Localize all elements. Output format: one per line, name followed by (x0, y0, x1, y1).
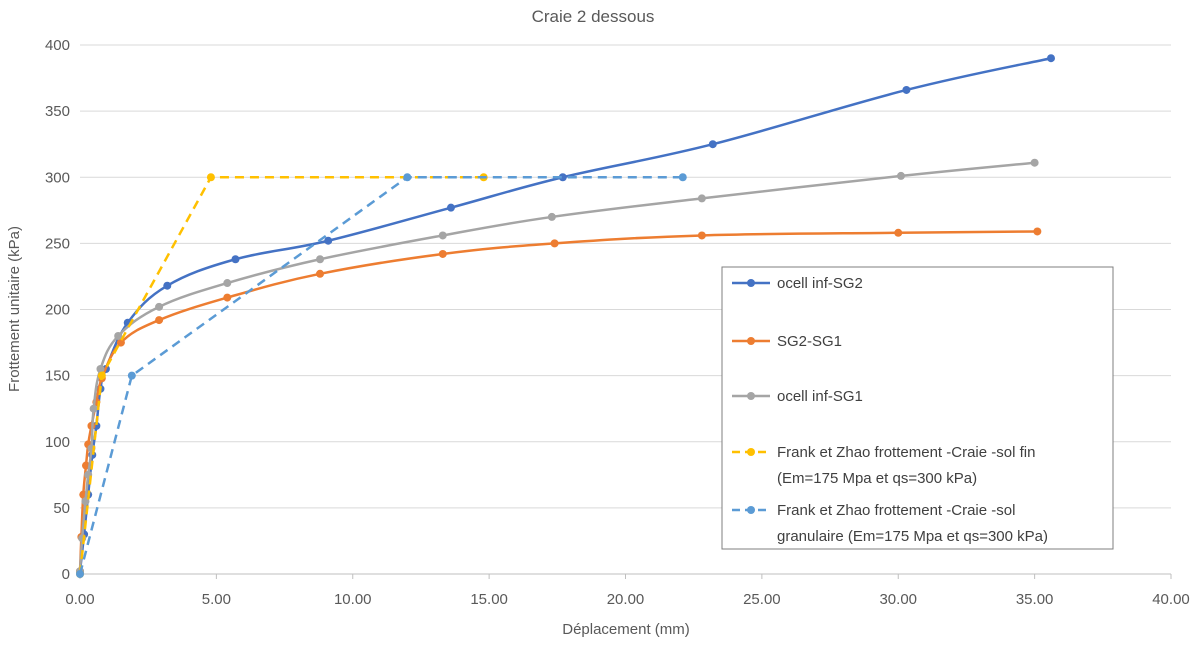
data-point (89, 404, 98, 413)
x-tick-label: 20.00 (607, 591, 645, 608)
data-point (446, 203, 455, 212)
x-tick-label: 30.00 (879, 591, 917, 608)
data-point (708, 140, 717, 149)
data-point (438, 249, 447, 258)
series-line (78, 176, 683, 575)
legend-label: ocell inf-SG1 (777, 388, 863, 405)
data-point (114, 331, 123, 340)
series-line (78, 176, 484, 575)
y-tick-label: 200 (45, 302, 70, 319)
legend-entry: Frank et Zhao frottement -Craie -sol gran… (732, 502, 1048, 545)
legend: ocell inf-SG2 SG2-SG1 ocell inf-SG1 Frank e… (721, 266, 1114, 550)
y-axis-title: Frottement unitaire (kPa) (6, 226, 23, 392)
x-tick-label: 0.00 (65, 591, 94, 608)
data-point (902, 85, 911, 94)
data-point (697, 194, 706, 203)
series-3 (76, 158, 1039, 576)
y-tick-label: 100 (45, 434, 70, 451)
chart-title: Craie 2 dessous (532, 7, 655, 26)
data-point (678, 173, 687, 182)
data-point (206, 173, 215, 182)
legend-entry: ocell inf-SG2 (732, 275, 863, 292)
x-tick-label: 35.00 (1016, 591, 1054, 608)
legend-label: (Em=175 Mpa et qs=300 kPa) (777, 470, 977, 487)
data-point (223, 293, 232, 302)
x-tick-label: 15.00 (470, 591, 508, 608)
legend-box (721, 266, 1114, 550)
x-axis-title: Déplacement (mm) (562, 621, 690, 638)
data-point (163, 281, 172, 290)
y-tick-label: 300 (45, 169, 70, 186)
legend-label: Frank et Zhao frottement -Craie -sol fin (777, 444, 1035, 461)
series-5 (76, 173, 687, 578)
legend-swatch-marker (747, 392, 755, 400)
x-tick-label: 25.00 (743, 591, 781, 608)
data-point (550, 239, 559, 248)
legend-swatch-marker (747, 506, 755, 514)
data-point (127, 371, 136, 380)
data-point (894, 228, 903, 237)
axes: 0 50 100 150 200 250 300 350 400 0.00 5.00 10.00 15.… (45, 37, 1190, 608)
x-tick-label: 40.00 (1152, 591, 1190, 608)
y-tick-label: 150 (45, 368, 70, 385)
legend-label: Frank et Zhao frottement -Craie -sol (777, 502, 1015, 519)
y-tick-label: 400 (45, 37, 70, 54)
x-tick-label: 5.00 (202, 591, 231, 608)
data-point (896, 171, 905, 180)
x-tick-label: 10.00 (334, 591, 372, 608)
data-point (1046, 54, 1055, 63)
y-tick-label: 250 (45, 235, 70, 252)
legend-label: ocell inf-SG2 (777, 275, 863, 292)
data-point (438, 231, 447, 240)
data-point (403, 173, 412, 182)
data-point (547, 212, 556, 221)
data-point (116, 338, 125, 347)
data-point (155, 302, 164, 311)
y-tick-label: 0 (62, 566, 70, 583)
data-point (697, 231, 706, 240)
data-point (223, 279, 232, 288)
legend-swatch-marker (747, 337, 755, 345)
data-point (316, 269, 325, 278)
legend-swatch-marker (747, 448, 755, 456)
data-point (76, 570, 84, 578)
legend-entry: Frank et Zhao frottement -Craie -sol fin… (732, 444, 1035, 487)
y-tick-label: 350 (45, 103, 70, 120)
legend-label: SG2-SG1 (777, 333, 842, 350)
grid-lines (80, 44, 1171, 509)
data-point (558, 173, 567, 182)
data-point (97, 371, 106, 380)
y-tick-label: 50 (53, 500, 70, 517)
legend-entry: ocell inf-SG1 (732, 388, 863, 405)
data-point (1033, 227, 1042, 236)
data-point (316, 255, 325, 264)
legend-swatch-marker (747, 279, 755, 287)
legend-entry: SG2-SG1 (732, 333, 842, 350)
data-point (324, 236, 333, 245)
plot-series (76, 54, 1055, 578)
data-point (1030, 158, 1039, 167)
data-point (231, 255, 240, 264)
data-point (96, 365, 105, 374)
legend-label: granulaire (Em=175 Mpa et qs=300 kPa) (777, 528, 1048, 545)
data-point (155, 316, 164, 325)
